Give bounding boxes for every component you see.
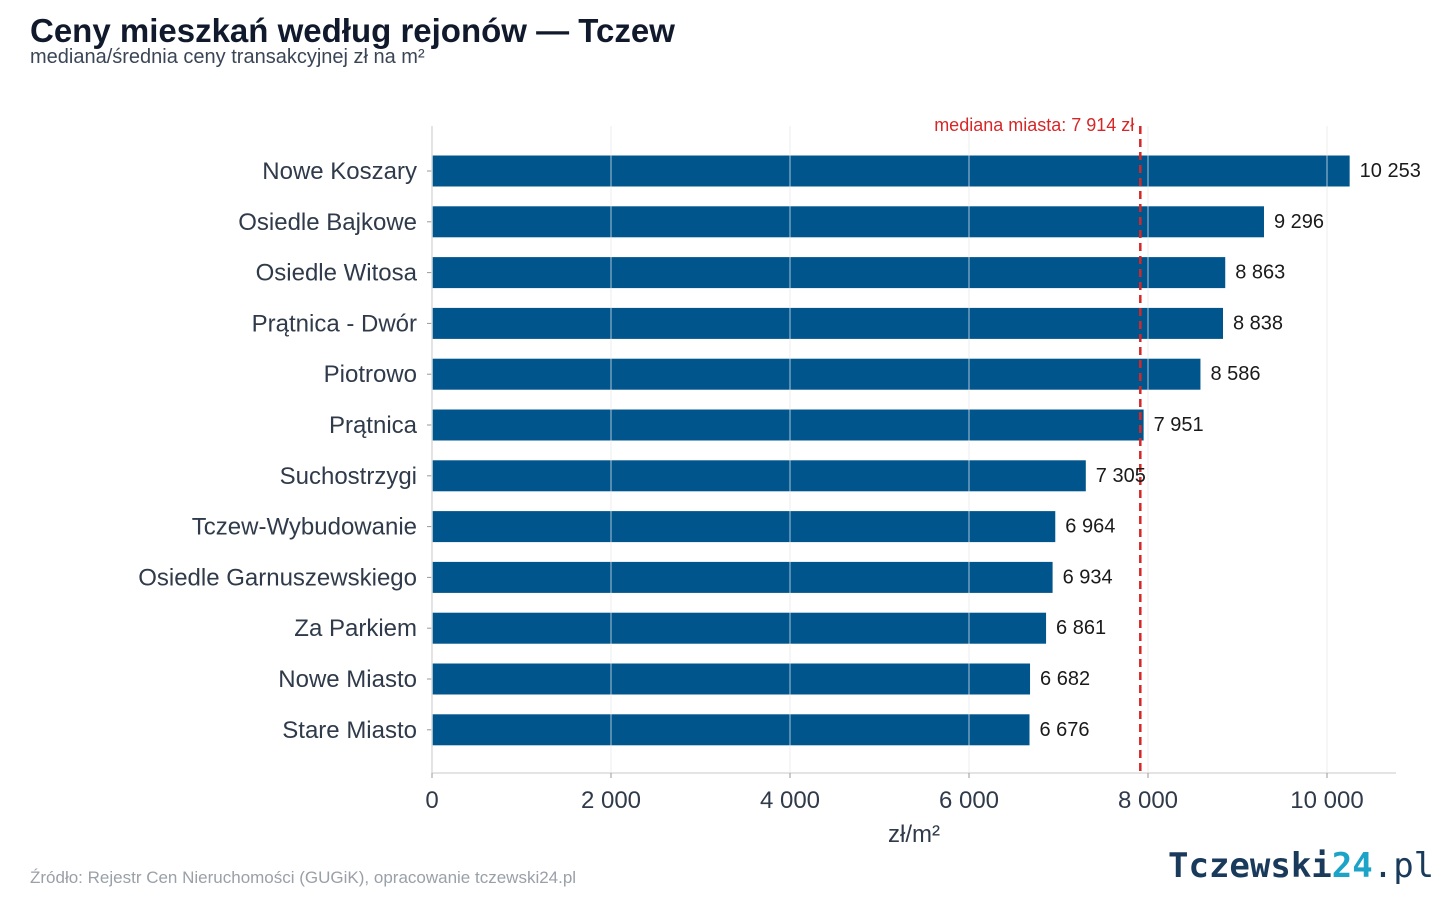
category-label: Prątnica - Dwór: [252, 310, 417, 337]
bar: [432, 612, 1047, 644]
x-tick-label: 8 000: [1118, 787, 1178, 814]
page-subtitle: mediana/średnia ceny transakcyjnej zł na…: [30, 46, 425, 68]
bar: [432, 257, 1226, 289]
value-label: 8 863: [1235, 262, 1285, 284]
bar: [432, 714, 1030, 746]
brand-logo[interactable]: Tczewski24.pl: [1168, 846, 1434, 886]
value-label: 8 838: [1233, 312, 1283, 334]
value-label: 6 934: [1063, 566, 1113, 588]
category-label: Suchostrzygi: [280, 463, 417, 490]
bar: [432, 206, 1264, 238]
page-title: Ceny mieszkań według rejonów — Tczew: [30, 12, 675, 49]
bar: [432, 409, 1144, 441]
bars: [432, 126, 1350, 773]
value-label: 7 305: [1096, 465, 1146, 487]
value-labels: 10 253 9 296 8 863 8 838 8 586 7 951 7 305 6 96…: [1040, 160, 1421, 741]
x-axis-title: zł/m²: [888, 821, 940, 848]
category-label: Za Parkiem: [294, 615, 417, 642]
value-label: 9 296: [1274, 211, 1324, 233]
value-label: 7 951: [1154, 414, 1204, 436]
axes: 0 2 000 4 000 6 000 8 000 10 000 zł/m²: [425, 126, 1396, 848]
reference-line-group: mediana miasta: 7 914 zł: [934, 115, 1142, 773]
category-label: Prątnica: [329, 412, 418, 439]
logo-text-domain: .pl: [1372, 846, 1435, 886]
logo-text-number: 24: [1331, 846, 1373, 886]
logo-text-main: Tczewski: [1168, 846, 1332, 886]
value-label: 6 964: [1065, 516, 1115, 538]
bar: [432, 155, 1350, 187]
bar: [432, 358, 1201, 390]
value-label: 10 253: [1360, 160, 1421, 182]
x-tick-label: 4 000: [760, 787, 820, 814]
bar: [432, 663, 1031, 695]
bar: [432, 307, 1224, 339]
value-label: 6 682: [1040, 668, 1090, 690]
x-tick-label: 2 000: [581, 787, 641, 814]
category-label: Tczew-Wybudowanie: [192, 514, 417, 541]
category-label: Piotrowo: [324, 361, 417, 388]
category-label: Stare Miasto: [282, 717, 417, 744]
bar: [432, 460, 1086, 492]
x-tick-label: 6 000: [939, 787, 999, 814]
category-label: Nowe Koszary: [262, 158, 417, 185]
value-label: 8 586: [1210, 363, 1260, 385]
value-label: 6 676: [1040, 719, 1090, 741]
median-label: mediana miasta: 7 914 zł: [934, 115, 1134, 135]
category-label: Osiedle Witosa: [256, 260, 418, 287]
source-note: Źródło: Rejestr Cen Nieruchomości (GUGiK…: [30, 868, 577, 887]
value-label: 6 861: [1056, 617, 1106, 639]
bar: [432, 561, 1053, 593]
category-label: Nowe Miasto: [278, 666, 417, 693]
category-labels: Nowe Koszary Osiedle Bajkowe Osiedle Witos…: [138, 158, 417, 744]
bar: [432, 511, 1056, 543]
category-label: Osiedle Bajkowe: [238, 209, 417, 236]
x-tick-label: 10 000: [1290, 787, 1363, 814]
category-label: Osiedle Garnuszewskiego: [138, 564, 417, 591]
x-tick-label: 0: [425, 787, 438, 814]
